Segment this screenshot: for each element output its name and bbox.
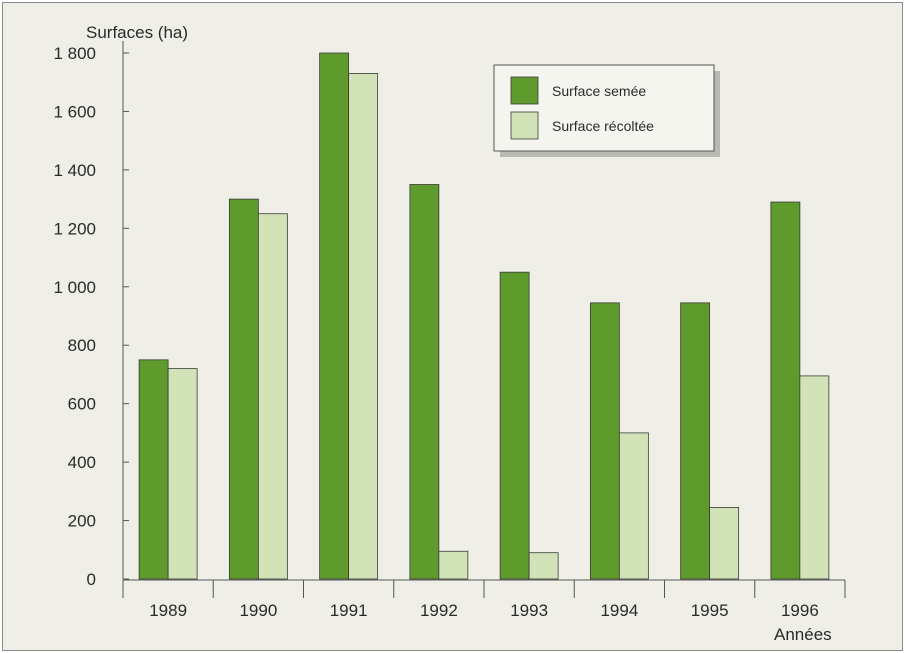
x-axis: 1989 1990 1991 1992 1993 1994 1995 1996 xyxy=(122,579,846,620)
y-tick-label: 1 800 xyxy=(53,44,96,63)
y-tick-label: 600 xyxy=(68,395,96,414)
bar-surface-semee xyxy=(409,184,440,580)
y-axis: 0 200 400 600 800 1 000 1 200 1 400 1 600 1 800 xyxy=(53,41,129,589)
bar-surface-recoltee xyxy=(348,73,379,580)
x-tick-label: 1991 xyxy=(330,601,368,620)
bar-surface-recoltee xyxy=(528,552,559,580)
bar-surface-recoltee xyxy=(709,507,740,580)
x-tick-label: 1992 xyxy=(420,601,458,620)
legend-swatch xyxy=(510,76,539,105)
x-tick-label: 1989 xyxy=(149,601,187,620)
y-tick-label: 0 xyxy=(87,570,96,589)
legend-label: Surface récoltée xyxy=(552,118,654,134)
y-tick-label: 1 600 xyxy=(53,102,96,121)
y-tick-label: 1 200 xyxy=(53,219,96,238)
bars xyxy=(138,52,830,580)
x-tick-label: 1993 xyxy=(510,601,548,620)
bar-surface-semee xyxy=(680,302,711,580)
legend: Surface semée Surface récoltée xyxy=(493,64,720,157)
bar-surface-recoltee xyxy=(618,432,649,580)
legend-swatch xyxy=(510,111,539,140)
bar-surface-semee xyxy=(499,271,530,580)
bar-surface-recoltee xyxy=(257,213,288,580)
bar-surface-semee xyxy=(319,52,350,580)
x-tick-label: 1994 xyxy=(600,601,638,620)
y-tick-label: 800 xyxy=(68,336,96,355)
bar-surface-recoltee xyxy=(438,550,469,580)
bar-surface-semee xyxy=(770,201,801,580)
x-tick-label: 1995 xyxy=(691,601,729,620)
bar-surface-semee xyxy=(228,198,259,580)
x-axis-title: Années xyxy=(774,625,832,644)
legend-label: Surface semée xyxy=(552,83,646,99)
y-tick-label: 400 xyxy=(68,453,96,472)
bar-surface-recoltee xyxy=(167,368,198,580)
y-tick-label: 1 000 xyxy=(53,278,96,297)
x-tick-label: 1990 xyxy=(239,601,277,620)
y-tick-label: 1 400 xyxy=(53,161,96,180)
bar-surface-recoltee xyxy=(799,375,830,580)
bar-chart: 0 200 400 600 800 1 000 1 200 1 400 1 600 1 800 1… xyxy=(53,23,846,644)
y-tick-label: 200 xyxy=(68,512,96,531)
bar-surface-semee xyxy=(138,359,169,580)
bar-surface-semee xyxy=(589,302,620,580)
x-tick-label: 1996 xyxy=(781,601,819,620)
y-axis-title: Surfaces (ha) xyxy=(86,23,188,42)
